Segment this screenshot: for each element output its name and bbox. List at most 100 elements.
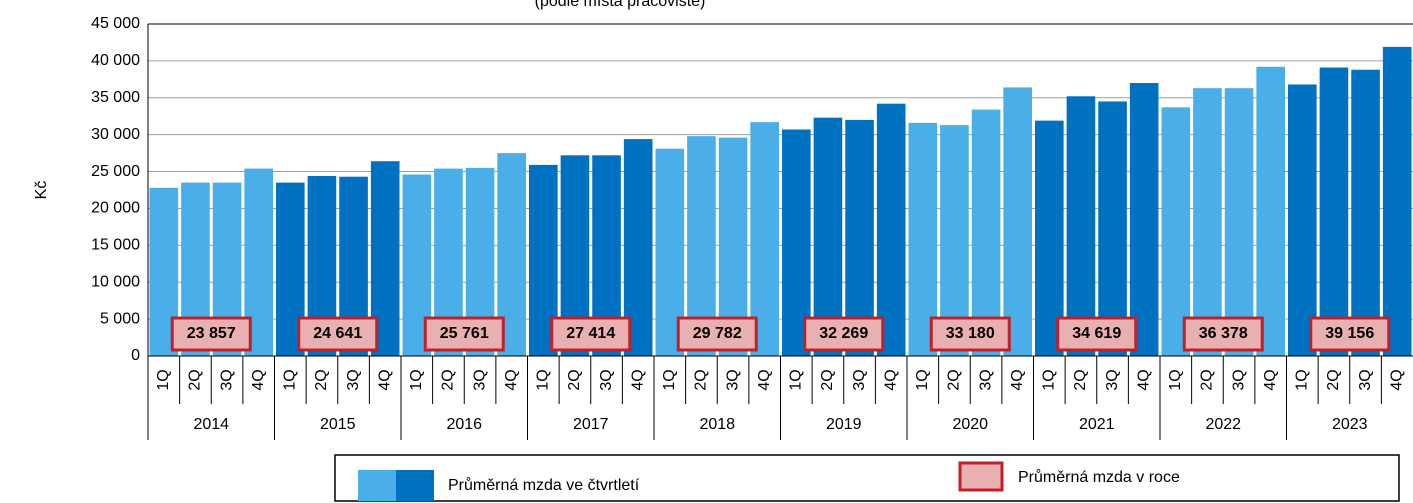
x-tick-label: 1Q — [155, 369, 172, 390]
annual-label: 36 378 — [1199, 325, 1248, 342]
x-tick-label: 4Q — [376, 369, 393, 390]
annual-box — [1182, 316, 1264, 352]
y-tick-label: 35 000 — [91, 89, 140, 106]
bar — [1256, 66, 1285, 357]
year-label: 2016 — [446, 416, 482, 433]
x-tick-label: 3Q — [724, 369, 741, 390]
y-tick-label: 20 000 — [91, 200, 140, 217]
x-tick-label: 4Q — [1262, 369, 1279, 390]
legend-label: Průměrná mzda ve čtvrtletí — [448, 476, 640, 494]
x-tick-label: 4Q — [1009, 369, 1026, 390]
x-tick-label: 2Q — [819, 369, 836, 390]
bar — [1129, 83, 1159, 357]
annual-box — [1309, 316, 1391, 352]
y-tick-label: 40 000 — [91, 52, 140, 69]
legend-label: Průměrná mzda v roce — [1018, 468, 1180, 486]
x-tick-label: 3Q — [1104, 369, 1121, 390]
annual-box — [423, 316, 505, 352]
year-label: 2023 — [1332, 416, 1368, 433]
x-tick-label: 2Q — [946, 369, 963, 390]
x-tick-label: 3Q — [1230, 369, 1247, 390]
year-label: 2019 — [826, 416, 862, 433]
x-tick-label: 1Q — [1041, 369, 1058, 390]
y-tick-label: 10 000 — [91, 273, 140, 290]
year-label: 2022 — [1205, 416, 1241, 433]
x-tick-label: 1Q — [914, 369, 931, 390]
year-label: 2018 — [699, 416, 735, 433]
x-tick-label: 3Q — [218, 369, 235, 390]
x-tick-label: 3Q — [345, 369, 362, 390]
x-tick-label: 2Q — [566, 369, 583, 390]
legend-swatch — [958, 461, 1004, 492]
chart-subtitle: (podle místa pracoviště) — [535, 0, 706, 10]
x-tick-label: 4Q — [1388, 369, 1405, 390]
x-tick-label: 1Q — [535, 369, 552, 390]
x-tick-label: 2Q — [1199, 369, 1216, 390]
x-tick-label: 3Q — [471, 369, 488, 390]
bar — [1003, 87, 1032, 357]
bar — [1161, 107, 1191, 356]
annual-label: 34 619 — [1072, 325, 1121, 342]
annual-label: 27 414 — [566, 325, 615, 342]
x-tick-label: 3Q — [1357, 369, 1374, 390]
annual-box — [170, 316, 252, 352]
y-tick-label: 30 000 — [91, 126, 140, 143]
x-tick-label: 2Q — [440, 369, 457, 390]
x-tick-label: 1Q — [1294, 369, 1311, 390]
x-tick-label: 3Q — [851, 369, 868, 390]
x-tick-label: 4Q — [756, 369, 773, 390]
annual-label: 25 761 — [440, 325, 489, 342]
x-tick-label: 4Q — [629, 369, 646, 390]
x-tick-label: 1Q — [282, 369, 299, 390]
x-tick-label: 2Q — [313, 369, 330, 390]
x-tick-label: 1Q — [788, 369, 805, 390]
x-tick-label: 1Q — [661, 369, 678, 390]
bar — [1288, 84, 1317, 357]
annual-box — [676, 316, 758, 352]
x-tick-label: 3Q — [598, 369, 615, 390]
bar — [1382, 46, 1412, 356]
x-tick-label: 2Q — [693, 369, 710, 390]
annual-label: 29 782 — [693, 325, 742, 342]
annual-label: 23 857 — [187, 325, 236, 342]
annual-label: 24 641 — [313, 325, 362, 342]
x-tick-label: 2Q — [1325, 369, 1342, 390]
bar — [1066, 96, 1096, 357]
y-tick-label: 15 000 — [91, 237, 140, 254]
year-label: 2021 — [1079, 416, 1115, 433]
bar — [1319, 67, 1349, 356]
annual-box — [297, 316, 379, 352]
annual-box — [803, 316, 885, 352]
y-tick-label: 0 — [131, 347, 140, 364]
year-label: 2014 — [193, 416, 229, 433]
legend — [334, 454, 1400, 502]
annual-box — [550, 316, 632, 352]
x-tick-label: 1Q — [1167, 369, 1184, 390]
bar — [1224, 88, 1254, 356]
annual-label: 32 269 — [819, 325, 868, 342]
bar — [1351, 69, 1380, 357]
x-tick-label: 1Q — [408, 369, 425, 390]
x-tick-label: 4Q — [250, 369, 267, 390]
year-label: 2015 — [320, 416, 356, 433]
y-tick-label: 45 000 — [91, 15, 140, 32]
annual-box — [929, 316, 1011, 352]
bar — [971, 109, 1001, 357]
x-tick-label: 2Q — [187, 369, 204, 390]
annual-label: 39 156 — [1325, 325, 1374, 342]
y-axis-label: Kč — [33, 181, 50, 200]
bar — [876, 103, 906, 357]
x-tick-label: 2Q — [1072, 369, 1089, 390]
bar — [1098, 101, 1127, 356]
annual-label: 33 180 — [946, 325, 995, 342]
legend-swatch — [358, 470, 396, 501]
x-tick-label: 3Q — [977, 369, 994, 390]
x-tick-label: 4Q — [503, 369, 520, 390]
y-tick-label: 5 000 — [100, 310, 140, 327]
x-tick-label: 4Q — [1135, 369, 1152, 390]
year-label: 2017 — [573, 416, 609, 433]
y-tick-label: 25 000 — [91, 163, 140, 180]
year-label: 2020 — [952, 416, 988, 433]
bar — [1193, 88, 1222, 356]
